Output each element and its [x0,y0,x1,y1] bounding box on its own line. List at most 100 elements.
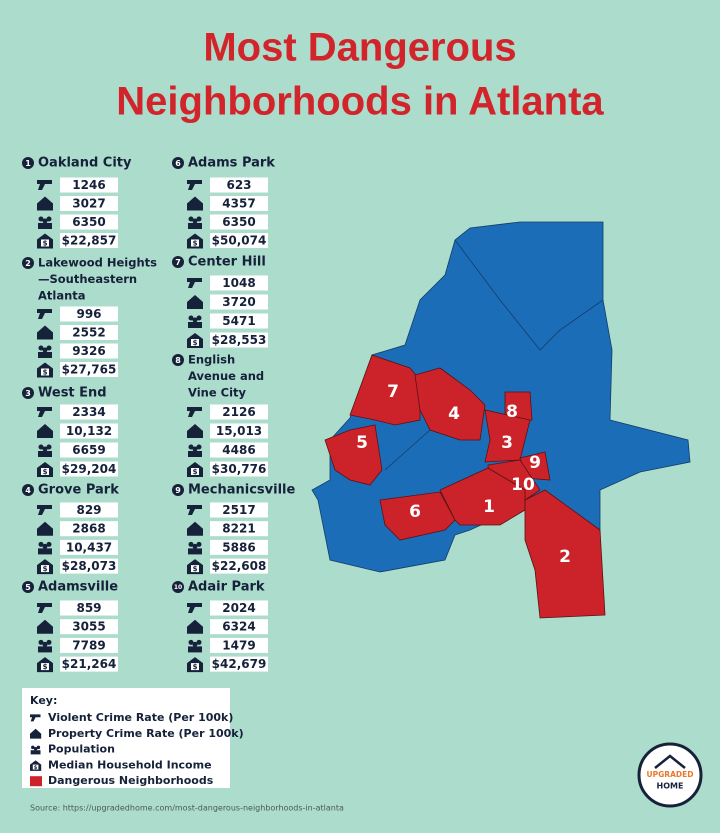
value-box [60,306,118,322]
icon [37,521,53,536]
neighborhood-name: Grove Park [38,483,119,498]
map-region [439,467,526,526]
rank-badge [172,157,184,169]
value-box [210,600,268,616]
rank-badge [172,256,184,268]
value-box [210,423,268,439]
value: 996 [76,307,101,321]
rank-badge [172,354,184,366]
icon [188,216,202,229]
value-box [60,404,118,420]
value-box [210,275,268,291]
map-region [414,367,486,441]
source: Source: https://upgradedhome.com/most-da… [30,804,344,813]
value: 10,132 [66,424,112,438]
rank: 9 [175,486,181,495]
icon [37,603,52,613]
value: 6659 [72,443,105,457]
value: $50,074 [212,234,267,248]
value: 2517 [222,503,255,517]
value-box [210,294,268,310]
icon [187,233,203,249]
value-box [210,637,268,653]
map-label: 9 [529,453,541,473]
value: 4486 [222,443,255,457]
rank-badge [172,581,184,593]
neighborhood-name: Avenue and [188,369,264,383]
map-label: 1 [483,497,495,517]
neighborhood-name: Atlanta [38,289,86,303]
value-box [60,539,118,555]
value: 8221 [222,522,255,536]
map-region [504,391,533,423]
rank: 5 [25,583,31,592]
icon [187,619,203,634]
map-label: 8 [506,402,518,422]
value: $22,608 [212,559,267,573]
rank-badge [22,484,34,496]
map-region [484,409,531,463]
value: 3055 [72,620,105,634]
key-item: Dangerous Neighborhoods [48,774,214,787]
rank-badge [22,257,34,269]
title: Neighborhoods in Atlanta [116,80,604,124]
icon [187,295,203,309]
value: 10,437 [66,540,112,554]
icon [187,424,203,438]
value-box [60,423,118,439]
value: $27,765 [62,363,117,377]
value: 2868 [72,522,105,536]
icon [38,444,52,457]
neighborhood-name: Adams Park [188,156,275,171]
value-box [60,600,118,616]
value: 2552 [72,326,105,340]
icon [37,424,53,438]
key-item: Population [48,743,115,756]
value: 7789 [72,638,105,652]
rank-badge [172,484,184,496]
rank: 10 [174,584,182,591]
value-box [60,656,118,672]
value: 4357 [222,197,255,211]
value-box [60,233,118,248]
map-region [379,491,456,541]
icon [188,541,202,555]
rank: 2 [25,259,31,268]
value: 6350 [222,215,255,229]
value: 1246 [72,178,105,192]
neighborhood-name: English [188,353,235,367]
icon [187,407,202,417]
map-region [524,489,606,619]
icon [187,180,202,190]
value-box [60,637,118,653]
value: 3027 [72,197,105,211]
value: $21,264 [62,657,117,671]
icon [187,333,203,348]
value: 1479 [222,638,255,652]
value-box [60,461,118,477]
value-box [210,619,268,635]
icon [187,196,203,211]
rank: 7 [175,258,181,267]
value-box [210,313,268,329]
value-box [210,214,268,230]
neighborhood-name: Lakewood Heights [38,256,157,270]
value-box [60,362,118,377]
value-box [60,619,118,635]
title: Most Dangerous [203,26,516,70]
icon [37,619,53,634]
icon [37,196,53,211]
value-box [60,343,118,359]
value-box [210,539,268,555]
rank: 6 [175,159,181,168]
map-region [324,424,383,486]
value: $22,857 [62,234,117,248]
icon [37,180,52,190]
rank-badge [22,581,34,593]
key-swatch [30,776,42,787]
map-label: 6 [409,502,421,522]
value-box [60,558,118,574]
icon [38,345,52,358]
map-label: 3 [501,433,513,453]
icon [37,325,53,340]
